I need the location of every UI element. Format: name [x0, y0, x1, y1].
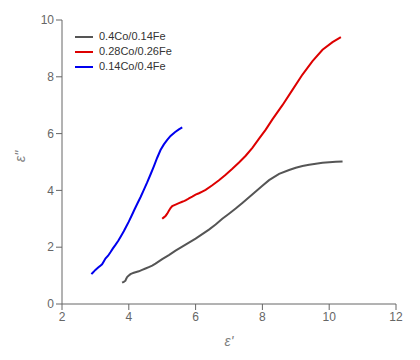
svg-text:10: 10: [323, 310, 337, 324]
html-text:0.4Co/0.14Fe: 0.4Co/0.14Fe: [99, 30, 166, 42]
svg-text:0: 0: [47, 297, 54, 311]
html-text:0.14Co/0.4Fe: 0.14Co/0.4Fe: [99, 60, 166, 72]
svg-text:6: 6: [47, 127, 54, 141]
svg-text:8: 8: [47, 70, 54, 84]
svg-text:4: 4: [125, 310, 132, 324]
svg-text:6: 6: [192, 310, 199, 324]
svg-text:ε": ε": [12, 150, 28, 162]
svg-text:2: 2: [47, 240, 54, 254]
svg-text:2: 2: [59, 310, 66, 324]
svg-text:8: 8: [259, 310, 266, 324]
html-text:0.28Co/0.26Fe: 0.28Co/0.26Fe: [99, 45, 172, 57]
svg-text:12: 12: [389, 310, 403, 324]
svg-text:ε': ε': [225, 333, 235, 349]
svg-text:10: 10: [41, 13, 55, 27]
svg-text:4: 4: [47, 184, 54, 198]
